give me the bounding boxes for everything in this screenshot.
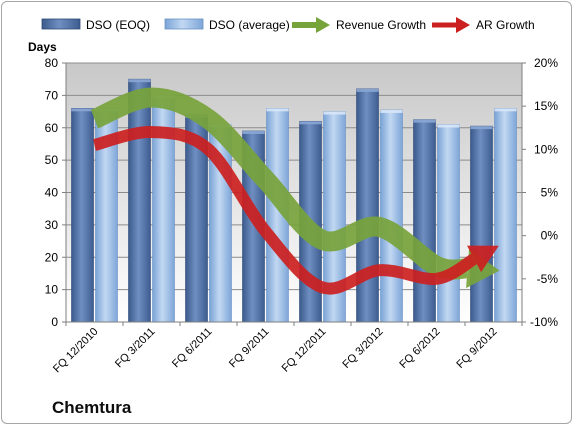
y-tick-label: 30 — [45, 218, 59, 232]
revenue-growth-arrow — [90, 87, 469, 280]
y2-tick-label: 15% — [534, 99, 558, 113]
bar-top-highlight — [494, 108, 517, 112]
bar-dso-average — [380, 109, 403, 323]
y2-tick-label: -10% — [530, 315, 558, 329]
bar-top-highlight — [242, 130, 265, 134]
bar-dso-eoq — [470, 125, 493, 323]
y-tick-label: 50 — [45, 153, 59, 167]
x-tick-label: FQ 3/2011 — [113, 326, 158, 371]
legend-label: DSO (EOQ) — [86, 18, 150, 32]
bar-top-highlight — [470, 126, 493, 130]
bar-top-highlight — [128, 79, 151, 83]
bar-dso-average — [437, 124, 460, 323]
x-tick-label: FQ 12/2011 — [280, 326, 329, 375]
y2-tick-label: 10% — [534, 142, 558, 156]
legend-swatch — [164, 18, 204, 30]
bar-top-highlight — [266, 108, 289, 112]
y-tick-label: 80 — [45, 56, 59, 70]
bar-dso-average — [494, 108, 517, 323]
bar-top-highlight — [299, 121, 322, 125]
bar-dso-eoq — [356, 88, 379, 323]
legend-item: AR Growth — [432, 17, 535, 33]
y-tick-label: 40 — [45, 186, 59, 200]
y2-tick-label: 0% — [541, 229, 559, 243]
bar-top-highlight — [356, 88, 379, 92]
bar-top-highlight — [380, 109, 403, 113]
y-tick-label: 10 — [45, 283, 59, 297]
bar-top-highlight — [323, 111, 346, 115]
ar-growth-arrowhead — [467, 245, 499, 273]
x-tick-label: FQ 12/2010 — [51, 326, 101, 376]
y-tick-label: 0 — [51, 315, 58, 329]
bar-top-highlight — [71, 108, 94, 112]
y-axis-title: Days — [28, 40, 57, 54]
company-name: Chemtura — [52, 398, 132, 417]
bar-top-highlight — [437, 124, 460, 128]
y-tick-label: 20 — [45, 250, 59, 264]
bar-dso-eoq — [71, 108, 94, 323]
legend-label: AR Growth — [476, 18, 535, 32]
legend-item: Revenue Growth — [292, 17, 426, 33]
y2-tick-label: 20% — [534, 56, 558, 70]
x-tick-label: FQ 3/2012 — [340, 326, 385, 371]
bar-top-highlight — [413, 119, 436, 123]
legend-label: DSO (average) — [209, 18, 290, 32]
x-tick-label: FQ 9/2011 — [227, 326, 272, 371]
ar-growth-arrow — [92, 126, 478, 295]
y-tick-label: 60 — [45, 121, 59, 135]
legend-arrow-head — [316, 17, 330, 33]
legend-item: DSO (EOQ) — [41, 18, 150, 32]
y2-tick-label: -5% — [537, 272, 559, 286]
legend-label: Revenue Growth — [336, 18, 426, 32]
bar-dso-eoq — [413, 119, 436, 323]
legend-item: DSO (average) — [164, 18, 290, 32]
x-tick-label: FQ 6/2011 — [170, 326, 215, 371]
y-tick-label: 70 — [45, 88, 59, 102]
legend-arrow-head — [456, 17, 470, 33]
legend-swatch — [41, 18, 81, 30]
y2-tick-label: 5% — [541, 186, 559, 200]
bar-dso-eoq — [128, 78, 151, 323]
x-tick-label: FQ 6/2012 — [397, 326, 442, 371]
x-tick-label: FQ 9/2012 — [454, 326, 499, 371]
